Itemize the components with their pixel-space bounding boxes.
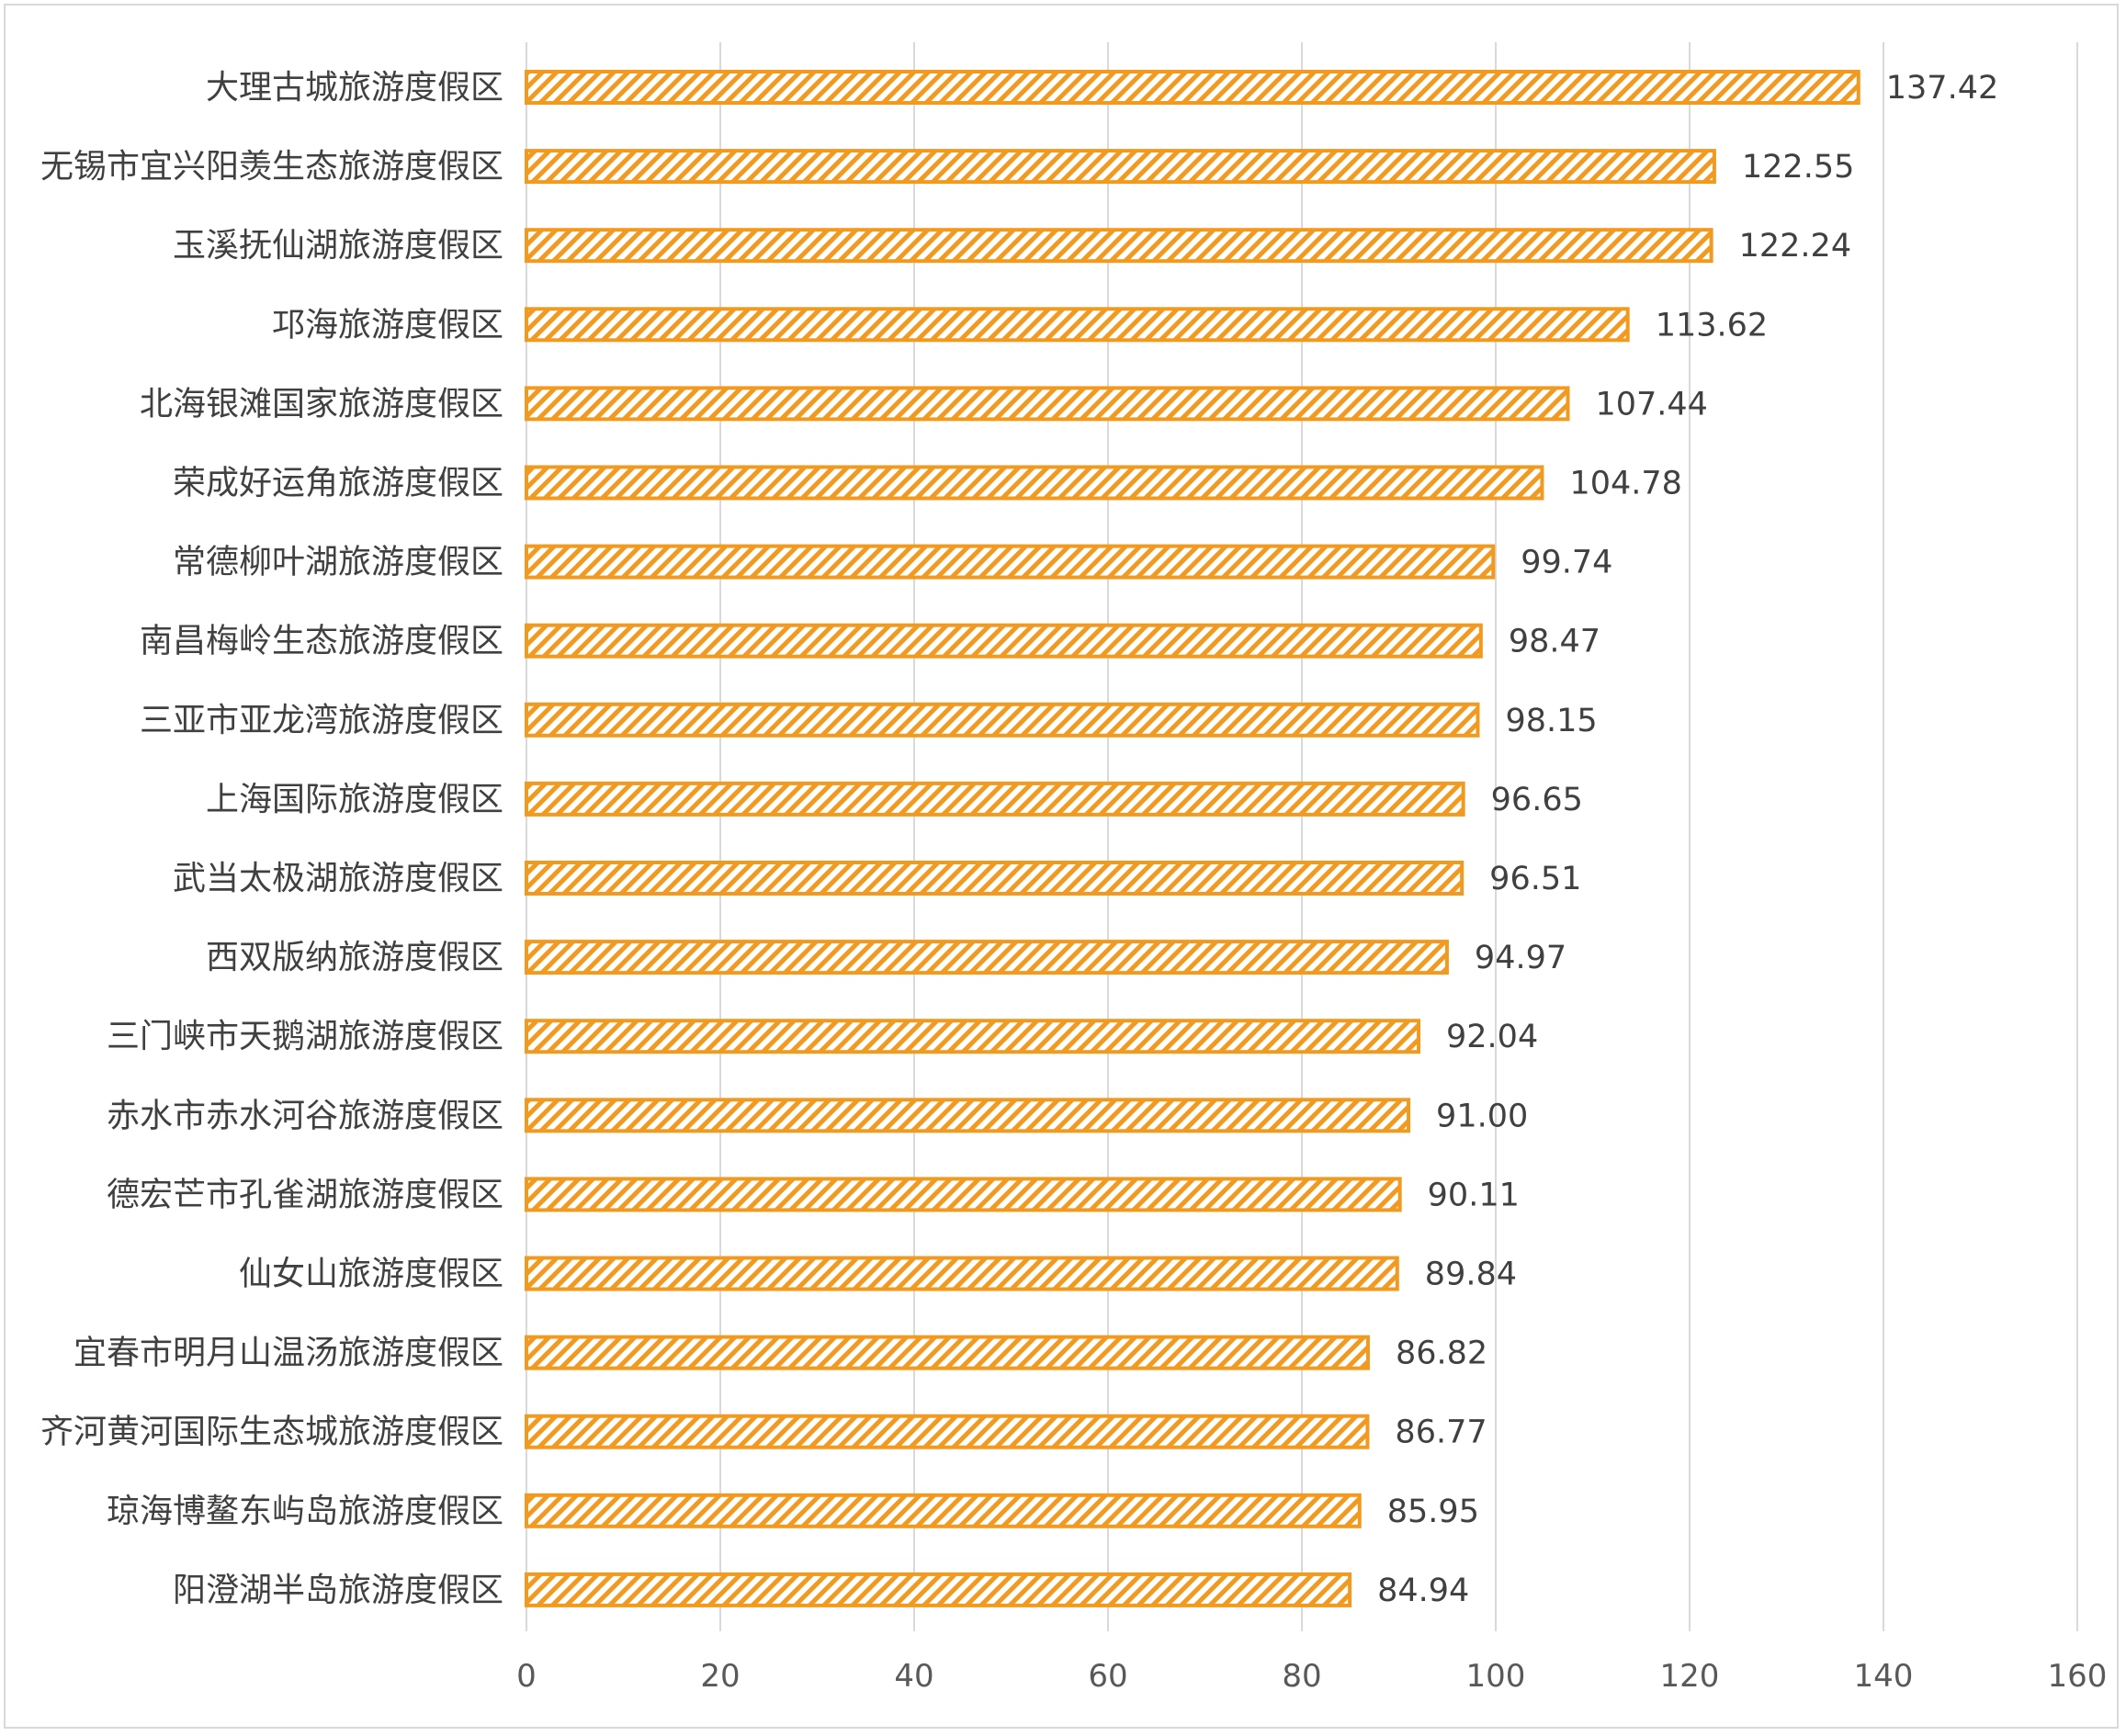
bar — [525, 386, 1570, 422]
category-label: 琼海博鳌东屿岛旅游度假区 — [107, 1493, 503, 1530]
category-label: 荣成好运角旅游度假区 — [173, 465, 503, 502]
category-label: 大理古城旅游度假区 — [206, 69, 503, 107]
bar — [525, 1335, 1370, 1370]
x-axis-tick-labels: 0 20 40 60 80 100 120 140 160 — [516, 1658, 2107, 1695]
bar — [525, 1493, 1362, 1528]
data-label: 89.84 — [1425, 1257, 1517, 1293]
data-label: 98.15 — [1505, 703, 1597, 739]
category-label: 无锡市宜兴阳羡生态旅游度假区 — [40, 148, 503, 186]
category-label: 德宏芒市孔雀湖旅游度假区 — [107, 1176, 503, 1213]
bar — [525, 781, 1465, 817]
bar — [525, 465, 1544, 501]
category-label: 邛海旅游度假区 — [272, 306, 503, 344]
data-label: 94.97 — [1475, 940, 1566, 976]
data-label: 84.94 — [1377, 1573, 1469, 1609]
x-tick-label: 20 — [700, 1658, 740, 1695]
data-label: 96.65 — [1491, 782, 1583, 818]
data-label: 91.00 — [1436, 1098, 1528, 1134]
bar — [525, 861, 1464, 896]
value-labels: 137.42 122.55 122.24 113.62 107.44 104.78 99.7… — [1377, 70, 1998, 1609]
category-label: 玉溪抚仙湖旅游度假区 — [173, 227, 503, 265]
bar — [525, 149, 1716, 185]
bar — [525, 1019, 1421, 1054]
bar — [525, 70, 1860, 105]
bar — [525, 228, 1713, 264]
x-tick-label: 60 — [1088, 1658, 1127, 1695]
data-label: 107.44 — [1595, 386, 1707, 423]
data-label: 104.78 — [1569, 466, 1681, 502]
category-label: 阳澄湖半岛旅游度假区 — [173, 1572, 503, 1609]
x-tick-label: 80 — [1282, 1658, 1321, 1695]
category-label: 宜春市明月山温汤旅游度假区 — [74, 1335, 503, 1372]
data-label: 113.62 — [1656, 307, 1768, 344]
category-label: 上海国际旅游度假区 — [206, 781, 503, 818]
data-label: 122.55 — [1742, 149, 1854, 186]
category-label: 北海银滩国家旅游度假区 — [140, 385, 503, 423]
category-label: 三亚市亚龙湾旅游度假区 — [140, 702, 503, 739]
bar — [525, 1256, 1399, 1291]
x-tick-label: 100 — [1466, 1658, 1526, 1695]
category-label: 赤水市赤水河谷旅游度假区 — [107, 1097, 503, 1134]
category-label: 齐河黄河国际生态城旅游度假区 — [40, 1414, 503, 1451]
data-label: 99.74 — [1521, 545, 1612, 581]
bar — [525, 702, 1480, 738]
data-label: 92.04 — [1446, 1019, 1538, 1055]
bar — [525, 1177, 1402, 1212]
category-label: 南昌梅岭生态旅游度假区 — [140, 623, 503, 660]
chart-frame: 大理古城旅游度假区无锡市宜兴阳羡生态旅游度假区玉溪抚仙湖旅游度假区邛海旅游度假区… — [4, 4, 2119, 1729]
x-tick-label: 120 — [1660, 1658, 1720, 1695]
data-label: 96.51 — [1489, 861, 1581, 897]
bar — [525, 307, 1630, 343]
data-label: 122.24 — [1739, 228, 1851, 265]
category-label: 常德柳叶湖旅游度假区 — [173, 544, 503, 581]
bar — [525, 623, 1483, 659]
category-label: 武当太极湖旅游度假区 — [173, 860, 503, 897]
bar — [525, 544, 1496, 580]
data-label: 137.42 — [1886, 70, 1998, 107]
grid-lines — [526, 42, 2078, 1631]
bar — [525, 1098, 1411, 1133]
bar-chart: 大理古城旅游度假区无锡市宜兴阳羡生态旅游度假区玉溪抚仙湖旅游度假区邛海旅游度假区… — [40, 42, 2107, 1695]
category-label: 三门峡市天鹅湖旅游度假区 — [107, 1018, 503, 1055]
category-label: 仙女山旅游度假区 — [239, 1256, 503, 1293]
bar — [525, 1572, 1352, 1607]
data-label: 98.47 — [1509, 624, 1600, 660]
data-label: 90.11 — [1428, 1177, 1520, 1213]
data-label: 86.77 — [1395, 1415, 1487, 1451]
x-tick-label: 0 — [516, 1658, 537, 1695]
bar — [525, 940, 1449, 975]
category-labels: 大理古城旅游度假区无锡市宜兴阳羡生态旅游度假区玉溪抚仙湖旅游度假区邛海旅游度假区… — [40, 69, 503, 1609]
data-label: 86.82 — [1396, 1336, 1487, 1372]
bars — [525, 70, 1860, 1607]
bar — [525, 1414, 1370, 1449]
x-tick-label: 160 — [2048, 1658, 2108, 1695]
data-label: 85.95 — [1387, 1494, 1479, 1530]
category-label: 西双版纳旅游度假区 — [206, 939, 503, 976]
x-tick-label: 140 — [1854, 1658, 1914, 1695]
x-tick-label: 40 — [894, 1658, 933, 1695]
